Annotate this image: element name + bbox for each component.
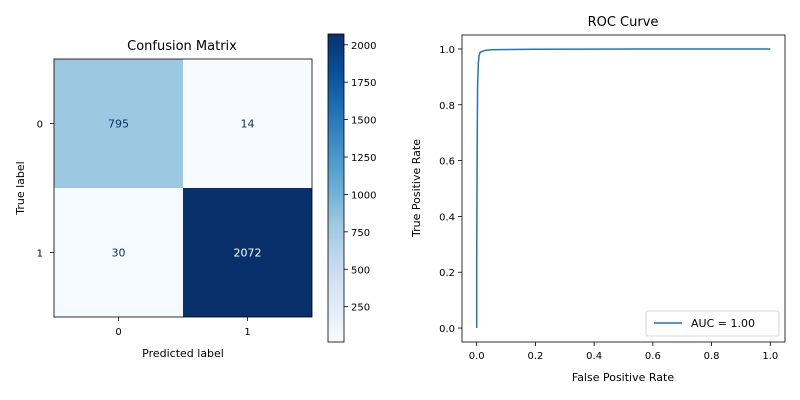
colorbar-tick-label: 1000 — [351, 190, 376, 201]
roc-xlabel: False Positive Rate — [572, 371, 674, 384]
colorbar-tick-label: 1250 — [351, 153, 376, 164]
roc-legend-box — [645, 310, 780, 337]
roc-legend: AUC = 1.00 — [645, 310, 780, 337]
roc-ytick-label: 0.4 — [439, 212, 455, 223]
roc-legend-label: AUC = 1.00 — [691, 317, 755, 330]
confusion-matrix-cells: 795 14 30 2072 — [54, 59, 312, 317]
roc-ytick-label: 0.2 — [439, 268, 455, 279]
confusion-matrix-title: Confusion Matrix — [127, 39, 237, 54]
roc-xtick-label: 0.0 — [469, 351, 485, 362]
confusion-matrix-xlabel: Predicted label — [142, 347, 224, 360]
cm-cell-0-0 — [54, 59, 183, 188]
roc-ylabel: True Positive Rate — [410, 139, 423, 238]
colorbar-tick-label: 250 — [351, 303, 370, 314]
cm-xtick-label: 1 — [244, 327, 250, 338]
colorbar-tick-label: 750 — [351, 228, 370, 239]
confusion-matrix-frame — [53, 58, 313, 318]
roc-panel: ROC Curve 0.0 0.2 0.4 0.6 0.8 1.0 0.0 0.2 0.4 0.6… — [410, 15, 786, 384]
colorbar-ticks: 250 500 750 1000 1250 1500 1750 2000 — [344, 41, 376, 314]
cm-xtick-label: 0 — [115, 327, 121, 338]
roc-title: ROC Curve — [588, 15, 659, 30]
confusion-matrix-panel: Confusion Matrix 795 14 30 2072 0 1 0 1 Predic… — [14, 39, 313, 360]
roc-series-line — [475, 48, 771, 328]
roc-ticks: 0.0 0.2 0.4 0.6 0.8 1.0 0.0 0.2 0.4 0.6 0.8 1.0 — [439, 45, 778, 362]
cm-cell-value-1-1: 2072 — [234, 247, 262, 260]
roc-xtick-label: 1.0 — [762, 351, 778, 362]
roc-ytick-label: 1.0 — [439, 45, 455, 56]
confusion-matrix-ticks: 0 1 0 1 — [37, 120, 251, 339]
colorbar-gradient — [327, 33, 345, 343]
roc-ytick-label: 0.6 — [439, 157, 455, 168]
roc-ytick-label: 0.0 — [439, 324, 455, 335]
confusion-matrix-ylabel: True label — [14, 161, 27, 215]
colorbar-tick-label: 2000 — [351, 41, 376, 52]
colorbar-tick-label: 500 — [351, 265, 370, 276]
roc-ytick-label: 0.8 — [439, 101, 455, 112]
colorbar: 250 500 750 1000 1250 1500 1750 2000 — [327, 33, 376, 343]
cm-ytick-label: 0 — [37, 120, 43, 131]
cm-cell-1-1 — [183, 188, 312, 317]
cm-ytick-label: 1 — [37, 249, 43, 260]
roc-xtick-label: 0.8 — [704, 351, 720, 362]
cm-cell-1-0 — [54, 188, 183, 317]
colorbar-tick-label: 1750 — [351, 78, 376, 89]
roc-xtick-label: 0.2 — [527, 351, 543, 362]
cm-cell-value-1-0: 30 — [112, 247, 126, 260]
roc-xtick-label: 0.6 — [645, 351, 661, 362]
cm-cell-value-0-0: 795 — [108, 118, 129, 131]
colorbar-tick-label: 1500 — [351, 116, 376, 127]
roc-axes-frame — [461, 34, 786, 343]
cm-cell-0-1 — [183, 59, 312, 188]
cm-cell-value-0-1: 14 — [241, 118, 255, 131]
roc-xtick-label: 0.4 — [586, 351, 602, 362]
